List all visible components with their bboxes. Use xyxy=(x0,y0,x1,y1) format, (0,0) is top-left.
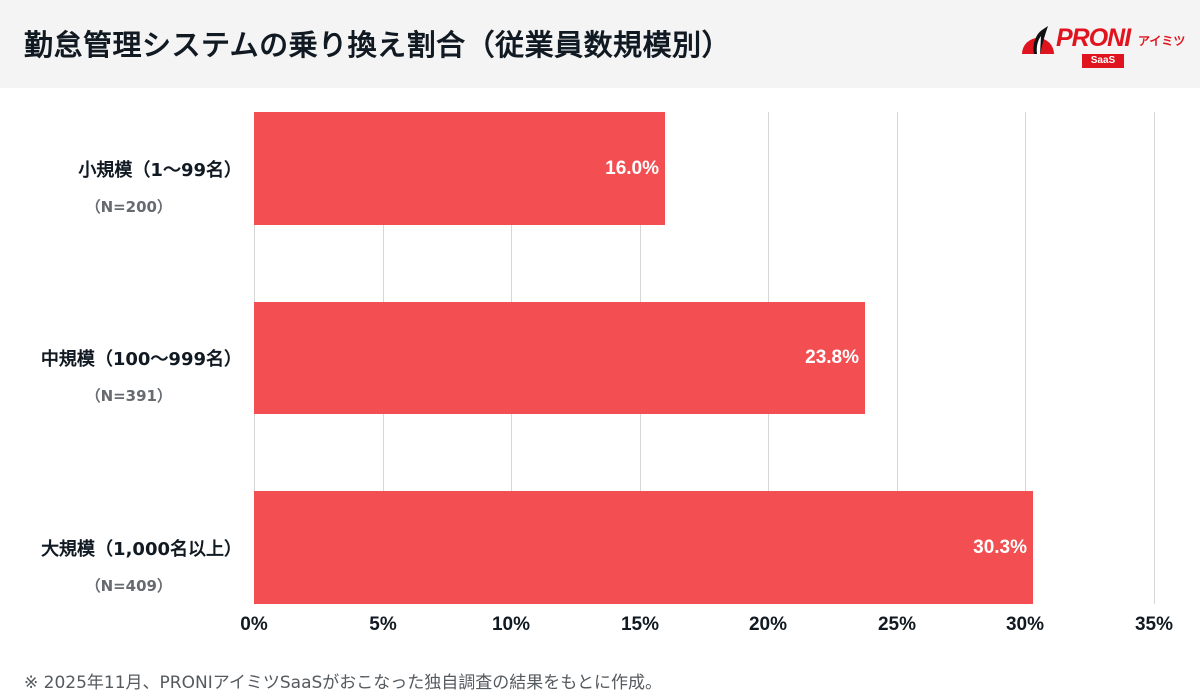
x-tick-label: 25% xyxy=(877,614,917,635)
gridline xyxy=(1025,112,1026,604)
category-name: 小規模（1〜99名） xyxy=(78,160,242,181)
x-tick-label: 15% xyxy=(620,614,660,635)
header: 勤怠管理システムの乗り換え割合（従業員数規模別） PRONI アイミツ SaaS xyxy=(0,0,1200,88)
category-label-medium: 中規模（100〜999名） （N=391） xyxy=(41,345,242,406)
penguin-logo-icon xyxy=(1022,26,1054,54)
bar-medium: 23.8% xyxy=(254,302,865,414)
x-tick-label: 0% xyxy=(240,614,268,635)
x-tick-label: 10% xyxy=(491,614,531,635)
bar-small: 16.0% xyxy=(254,112,665,225)
bar-value-label: 16.0% xyxy=(605,157,659,179)
sample-size: （N=391） xyxy=(85,387,172,405)
x-tick-label: 5% xyxy=(369,614,397,635)
sample-size: （N=409） xyxy=(85,577,172,595)
x-tick-label: 30% xyxy=(1005,614,1045,635)
category-name: 大規模（1,000名以上） xyxy=(41,539,242,560)
logo-saas-badge: SaaS xyxy=(1082,54,1124,68)
proni-logo: PRONI アイミツ SaaS xyxy=(1020,18,1190,70)
bar-value-label: 23.8% xyxy=(805,347,859,368)
category-label-small: 小規模（1〜99名） （N=200） xyxy=(78,156,242,217)
logo-brand: PRONI xyxy=(1056,24,1131,52)
sample-size: （N=200） xyxy=(85,198,172,216)
logo-brand-sub: アイミツ xyxy=(1138,34,1186,48)
bar-large: 30.3% xyxy=(254,491,1033,604)
category-label-large: 大規模（1,000名以上） （N=409） xyxy=(41,535,242,596)
bar-value-label: 30.3% xyxy=(973,536,1027,558)
category-name: 中規模（100〜999名） xyxy=(40,349,242,370)
gridline xyxy=(1154,112,1155,604)
x-tick-label: 35% xyxy=(1134,614,1174,635)
chart-plot-area: 16.0% 23.8% 30.3% 小規模（1〜99名） （N=200） 中規模… xyxy=(0,88,1200,608)
source-footnote: ※ 2025年11月、PRONIアイミツSaaSがおこなった独自調査の結果をもと… xyxy=(24,673,662,693)
x-tick-label: 20% xyxy=(748,614,788,635)
chart-title: 勤怠管理システムの乗り換え割合（従業員数規模別） xyxy=(24,28,732,62)
gridline xyxy=(897,112,898,604)
